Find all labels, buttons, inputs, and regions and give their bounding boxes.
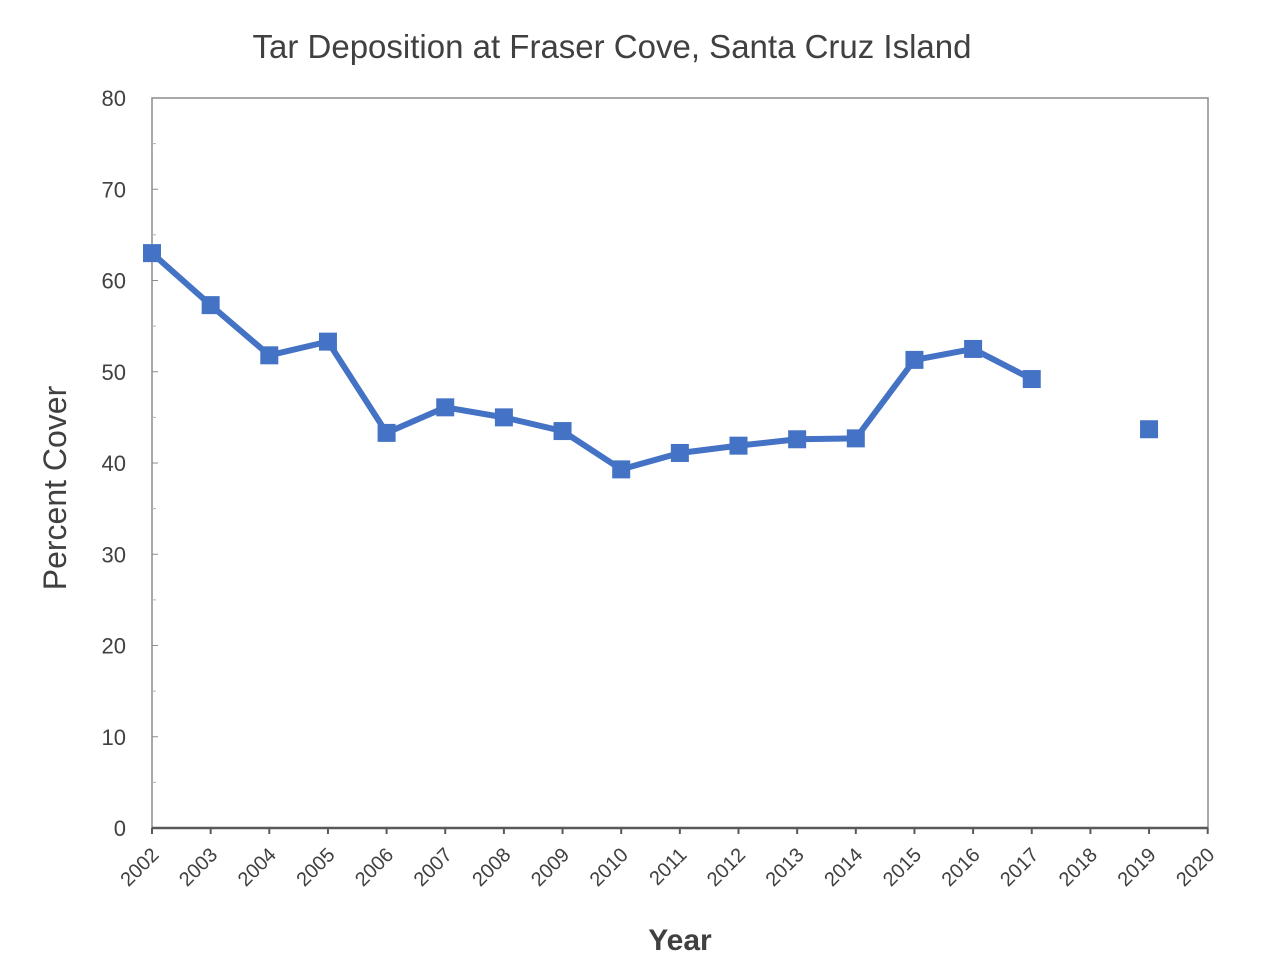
y-tick-label: 80 (102, 86, 126, 111)
data-point-marker (846, 429, 865, 448)
x-tick-label: 2016 (938, 844, 985, 891)
x-tick-label: 2018 (1055, 844, 1102, 891)
x-axis-title: Year (648, 924, 712, 957)
y-axis-title: Percent Cover (37, 385, 73, 590)
y-tick-label: 40 (102, 451, 126, 476)
y-tick-label: 0 (114, 816, 126, 841)
data-point-marker (553, 422, 572, 441)
data-point-marker (788, 430, 807, 449)
y-axis: 0 10 20 30 40 50 60 70 80 (102, 86, 158, 841)
data-point-marker (436, 398, 455, 417)
series-line (150, 250, 1034, 473)
data-point-marker (964, 339, 983, 358)
series-layer (143, 244, 1159, 479)
x-tick-label: 2014 (820, 844, 867, 891)
x-tick-label: 2011 (645, 844, 691, 890)
y-tick-label: 30 (102, 542, 126, 567)
x-tick-label: 2003 (175, 844, 222, 891)
y-tick-label: 60 (102, 269, 126, 294)
x-tick-label: 2013 (762, 844, 809, 891)
x-tick-label: 2008 (468, 844, 515, 891)
data-point-marker (729, 436, 748, 455)
data-point-marker (260, 346, 279, 365)
y-tick-label: 20 (102, 634, 126, 659)
x-tick-label: 2007 (410, 844, 457, 891)
x-tick-label: 2004 (234, 844, 281, 891)
data-point-marker (494, 408, 513, 427)
x-tick-label: 2002 (117, 844, 164, 891)
data-point-marker (377, 423, 396, 442)
data-point-marker (318, 332, 337, 351)
data-point-marker (1140, 420, 1159, 439)
x-tick-label: 2012 (703, 844, 750, 891)
data-point-marker (612, 460, 631, 479)
data-point-marker (143, 244, 161, 263)
y-tick-label: 70 (102, 177, 126, 202)
y-tick-label: 10 (102, 725, 126, 750)
data-point-marker (670, 443, 689, 462)
chart-title: Tar Deposition at Fraser Cove, Santa Cru… (253, 28, 972, 65)
data-point-marker (905, 350, 924, 369)
x-tick-label: 2019 (1114, 844, 1161, 891)
y-tick-label: 50 (102, 360, 126, 385)
x-tick-label: 2005 (292, 844, 339, 891)
x-tick-label: 2020 (1172, 844, 1219, 891)
x-tick-label: 2015 (879, 844, 926, 891)
x-tick-label: 2006 (351, 844, 398, 891)
x-axis: 2002 2003 2004 2005 2006 2007 2008 2009 2010 2011… (117, 826, 1219, 891)
data-point-marker (1022, 370, 1041, 389)
data-point-marker (201, 296, 220, 315)
plot-area (151, 97, 1209, 829)
x-tick-label: 2010 (586, 844, 633, 891)
x-tick-label: 2017 (996, 844, 1043, 891)
x-tick-label: 2009 (527, 844, 574, 891)
